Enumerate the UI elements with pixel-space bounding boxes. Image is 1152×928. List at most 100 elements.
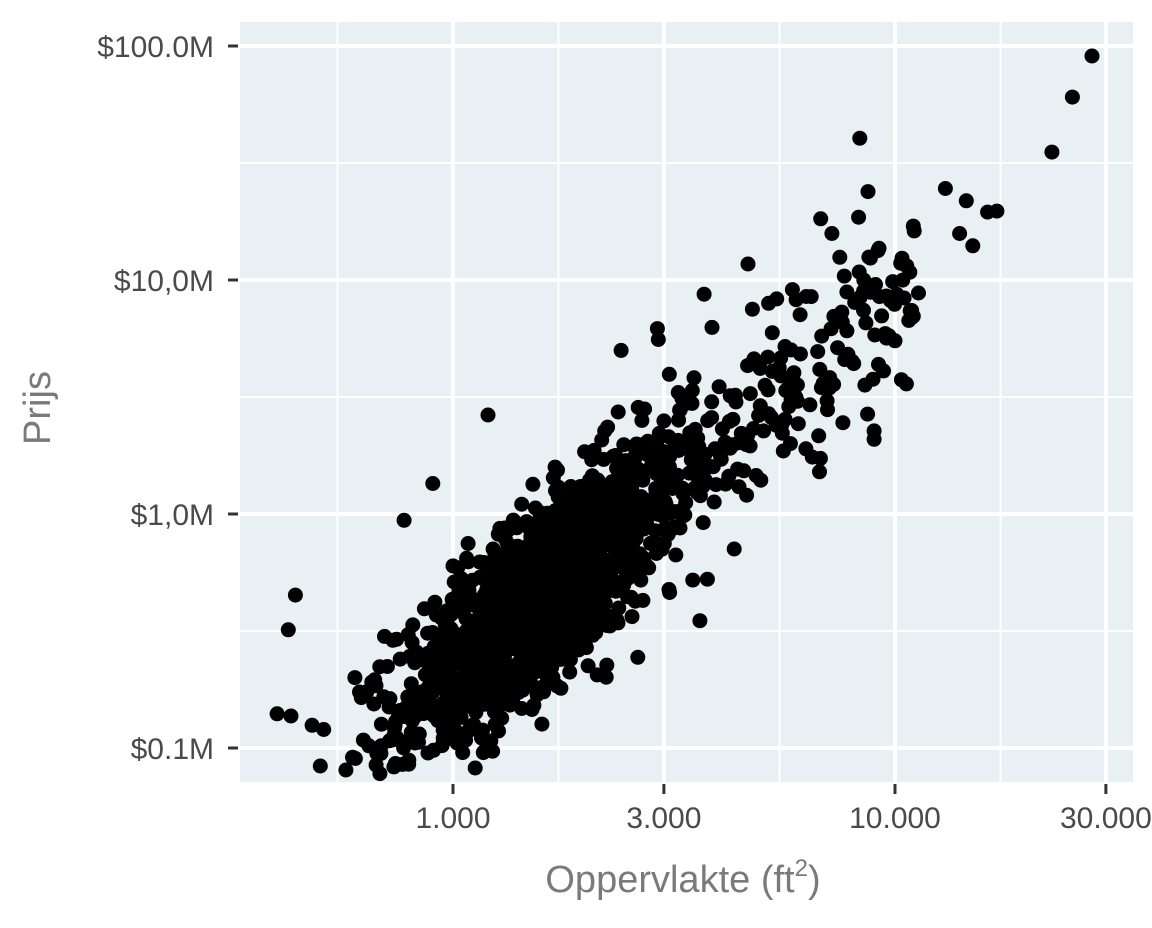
data-point <box>835 415 851 431</box>
data-point <box>600 608 616 624</box>
data-point <box>608 448 624 463</box>
data-point <box>679 440 695 456</box>
data-point <box>509 627 525 643</box>
data-point <box>494 693 510 709</box>
data-point <box>686 370 702 386</box>
data-point <box>396 512 412 528</box>
data-point <box>525 476 541 492</box>
data-point <box>811 428 827 444</box>
data-point <box>560 608 575 624</box>
data-point <box>832 249 848 265</box>
data-point <box>613 342 629 358</box>
data-point <box>534 716 550 732</box>
data-point <box>644 497 660 513</box>
data-point <box>509 520 525 536</box>
data-point <box>494 564 510 580</box>
data-point <box>717 434 733 450</box>
data-point <box>937 181 953 196</box>
data-point <box>623 589 639 605</box>
data-point <box>459 550 475 566</box>
data-point <box>433 610 449 626</box>
data-point <box>629 436 644 452</box>
data-point <box>518 568 534 584</box>
data-point <box>280 622 296 638</box>
data-point <box>575 627 591 643</box>
data-point <box>674 390 690 406</box>
data-point <box>522 635 538 651</box>
data-point <box>705 459 721 475</box>
data-point <box>531 589 547 605</box>
data-point <box>858 315 874 331</box>
data-point <box>824 226 840 241</box>
data-point <box>752 360 768 376</box>
data-point <box>965 238 981 254</box>
data-point <box>599 657 615 673</box>
data-point <box>594 432 610 448</box>
data-point <box>725 411 741 427</box>
data-point <box>860 406 876 422</box>
data-point <box>616 549 632 565</box>
data-point <box>560 652 576 668</box>
data-point <box>517 675 532 691</box>
y-tick-label: $1,0M <box>131 499 214 532</box>
data-point <box>783 342 799 358</box>
data-point <box>389 730 405 746</box>
data-point <box>757 377 773 393</box>
data-point <box>860 184 876 200</box>
data-point <box>874 308 890 324</box>
data-point <box>556 546 572 561</box>
data-point <box>586 442 602 458</box>
data-point <box>632 516 648 532</box>
data-point <box>420 745 436 761</box>
data-point <box>548 483 563 499</box>
data-point <box>492 631 508 647</box>
data-point <box>740 358 756 374</box>
data-point <box>416 601 432 617</box>
y-tick-label: $0.1M <box>131 733 214 766</box>
data-point <box>668 547 684 563</box>
data-point <box>617 498 632 514</box>
data-point <box>678 495 694 511</box>
data-point <box>398 700 414 716</box>
data-point <box>499 543 514 559</box>
data-point <box>377 628 392 644</box>
data-point <box>628 531 644 547</box>
data-point <box>683 452 699 468</box>
data-point <box>530 559 546 574</box>
data-point <box>777 411 793 427</box>
data-point <box>651 425 667 441</box>
data-point <box>480 407 496 423</box>
data-point <box>830 340 846 356</box>
data-point <box>504 641 520 657</box>
data-point <box>887 333 903 349</box>
data-point <box>742 386 758 402</box>
x-tick-label: 1.000 <box>415 802 490 835</box>
data-point <box>788 389 804 405</box>
data-point <box>952 226 968 241</box>
y-axis-title: Prijs <box>17 371 59 445</box>
data-point <box>495 613 511 629</box>
data-point <box>519 543 535 559</box>
data-point <box>578 506 594 522</box>
data-point <box>634 412 650 428</box>
data-point <box>425 476 441 491</box>
data-point <box>532 504 547 520</box>
data-point <box>718 476 734 492</box>
data-point <box>756 423 772 439</box>
y-tick-label: $100.0M <box>97 31 214 64</box>
data-point <box>345 749 360 765</box>
data-point <box>1044 144 1060 160</box>
data-point <box>495 580 511 596</box>
data-point <box>498 666 514 682</box>
data-point <box>481 681 497 697</box>
data-point <box>373 745 389 761</box>
data-point <box>449 735 465 751</box>
x-tick-label: 3.000 <box>626 802 701 835</box>
data-point <box>603 522 619 538</box>
data-point <box>695 515 711 531</box>
data-point <box>543 644 558 660</box>
data-point <box>782 436 798 452</box>
data-point <box>491 723 506 739</box>
data-point <box>646 448 662 464</box>
data-point <box>711 379 727 395</box>
